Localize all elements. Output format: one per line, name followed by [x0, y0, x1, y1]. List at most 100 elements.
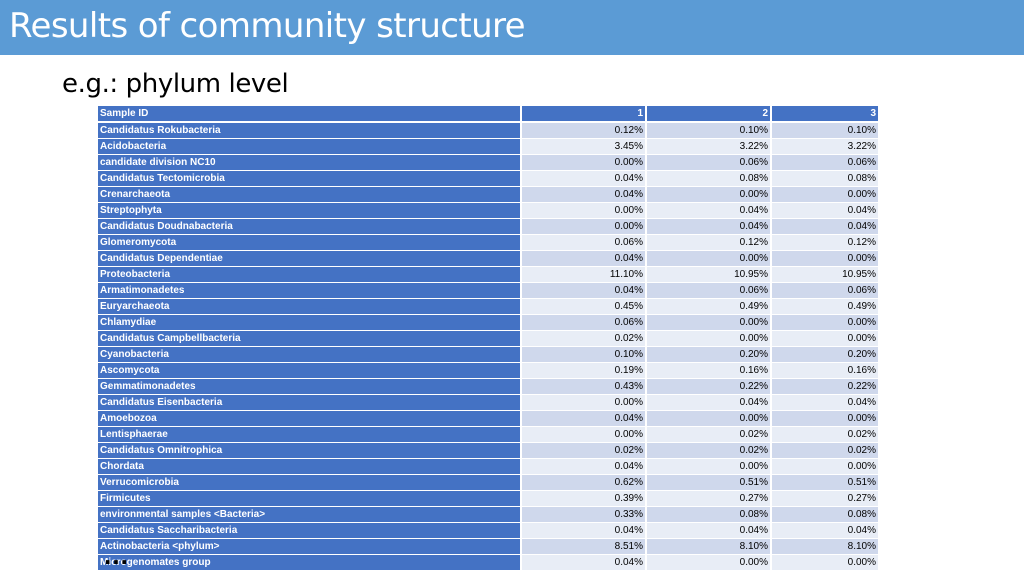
sample-1-value-cell: 0.06% — [522, 235, 645, 251]
sample-1-value-cell: 0.04% — [522, 283, 645, 299]
sample-3-value-cell: 0.02% — [772, 443, 878, 459]
table-row: Candidatus Dependentiae 0.04% 0.00% 0.00% — [98, 251, 878, 267]
sample-3-value-cell: 0.00% — [772, 555, 878, 571]
phylum-name-cell: Candidatus Campbellbacteria — [98, 331, 520, 347]
sample-3-value-cell: 0.00% — [772, 251, 878, 267]
table-row: Firmicutes 0.39% 0.27% 0.27% — [98, 491, 878, 507]
sample-2-value-cell: 0.00% — [647, 315, 770, 331]
phylum-name-cell: Proteobacteria — [98, 267, 520, 283]
sample-2-value-cell: 3.22% — [647, 139, 770, 155]
phylum-name-cell: Cyanobacteria — [98, 347, 520, 363]
sample-1-value-cell: 0.04% — [522, 187, 645, 203]
sample-3-value-cell: 0.12% — [772, 235, 878, 251]
phylum-name-cell: Lentisphaerae — [98, 427, 520, 443]
phylum-name-cell: Euryarchaeota — [98, 299, 520, 315]
sample-2-value-cell: 0.00% — [647, 187, 770, 203]
table-row: Microgenomates group 0.04% 0.00% 0.00% — [98, 555, 878, 571]
sample-3-value-cell: 8.10% — [772, 539, 878, 555]
sample-2-value-cell: 0.00% — [647, 555, 770, 571]
phylum-name-cell: Armatimonadetes — [98, 283, 520, 299]
sample-2-value-cell: 0.00% — [647, 251, 770, 267]
slide-subtitle: e.g.: phylum level — [62, 69, 289, 99]
phylum-name-cell: Streptophyta — [98, 203, 520, 219]
sample-1-value-cell: 0.39% — [522, 491, 645, 507]
sample-2-value-cell: 0.04% — [647, 203, 770, 219]
table-row: Acidobacteria 3.45% 3.22% 3.22% — [98, 139, 878, 155]
sample-3-value-cell: 0.02% — [772, 427, 878, 443]
sample-2-value-cell: 0.49% — [647, 299, 770, 315]
sample-1-value-cell: 0.04% — [522, 555, 645, 571]
sample-1-value-cell: 0.06% — [522, 315, 645, 331]
sample-3-value-cell: 0.04% — [772, 203, 878, 219]
phylum-name-cell: Glomeromycota — [98, 235, 520, 251]
sample-1-value-cell: 0.04% — [522, 523, 645, 539]
sample-1-value-cell: 8.51% — [522, 539, 645, 555]
phylum-table: Sample ID 1 2 3 Candidatus Rokubacteria 0… — [96, 106, 880, 571]
sample-2-value-cell: 0.04% — [647, 219, 770, 235]
table-row: environmental samples <Bacteria> 0.33% 0.0… — [98, 507, 878, 523]
sample-3-value-cell: 0.20% — [772, 347, 878, 363]
title-bar: Results of community structure — [0, 0, 1024, 55]
table-row: Chordata 0.04% 0.00% 0.00% — [98, 459, 878, 475]
phylum-name-cell: Candidatus Rokubacteria — [98, 123, 520, 139]
sample-3-value-cell: 0.08% — [772, 171, 878, 187]
phylum-name-cell: Candidatus Dependentiae — [98, 251, 520, 267]
sample-2-value-cell: 0.04% — [647, 395, 770, 411]
table-row: Glomeromycota 0.06% 0.12% 0.12% — [98, 235, 878, 251]
sample-1-value-cell: 3.45% — [522, 139, 645, 155]
table-row: Candidatus Campbellbacteria 0.02% 0.00% 0.0… — [98, 331, 878, 347]
phylum-name-cell: Candidatus Saccharibacteria — [98, 523, 520, 539]
sample-1-value-cell: 0.00% — [522, 427, 645, 443]
table-row: Actinobacteria <phylum> 8.51% 8.10% 8.10% — [98, 539, 878, 555]
sample-1-value-cell: 0.04% — [522, 171, 645, 187]
sample-1-value-cell: 0.04% — [522, 251, 645, 267]
table-row: Proteobacteria 11.10% 10.95% 10.95% — [98, 267, 878, 283]
table-row: Candidatus Doudnabacteria 0.00% 0.04% 0.04% — [98, 219, 878, 235]
sample-3-value-cell: 0.22% — [772, 379, 878, 395]
sample-1-value-cell: 0.62% — [522, 475, 645, 491]
header-sample-3: 3 — [772, 106, 878, 123]
phylum-name-cell: Ascomycota — [98, 363, 520, 379]
phylum-name-cell: Candidatus Tectomicrobia — [98, 171, 520, 187]
sample-3-value-cell: 0.08% — [772, 507, 878, 523]
phylum-name-cell: candidate division NC10 — [98, 155, 520, 171]
sample-1-value-cell: 0.45% — [522, 299, 645, 315]
phylum-name-cell: Candidatus Omnitrophica — [98, 443, 520, 459]
table-row: Armatimonadetes 0.04% 0.06% 0.06% — [98, 283, 878, 299]
table-row: Euryarchaeota 0.45% 0.49% 0.49% — [98, 299, 878, 315]
table-body: Candidatus Rokubacteria 0.12% 0.10% 0.10% Ac… — [98, 123, 878, 571]
sample-3-value-cell: 10.95% — [772, 267, 878, 283]
sample-2-value-cell: 0.27% — [647, 491, 770, 507]
sample-1-value-cell: 0.43% — [522, 379, 645, 395]
sample-2-value-cell: 0.22% — [647, 379, 770, 395]
phylum-name-cell: Crenarchaeota — [98, 187, 520, 203]
sample-3-value-cell: 0.51% — [772, 475, 878, 491]
sample-2-value-cell: 0.51% — [647, 475, 770, 491]
phylum-name-cell: Gemmatimonadetes — [98, 379, 520, 395]
sample-2-value-cell: 10.95% — [647, 267, 770, 283]
sample-2-value-cell: 0.12% — [647, 235, 770, 251]
sample-2-value-cell: 0.16% — [647, 363, 770, 379]
sample-3-value-cell: 0.10% — [772, 123, 878, 139]
phylum-name-cell: Actinobacteria <phylum> — [98, 539, 520, 555]
phylum-name-cell: Acidobacteria — [98, 139, 520, 155]
phylum-name-cell: Amoebozoa — [98, 411, 520, 427]
sample-3-value-cell: 0.00% — [772, 411, 878, 427]
sample-1-value-cell: 11.10% — [522, 267, 645, 283]
table-row: Candidatus Omnitrophica 0.02% 0.02% 0.02% — [98, 443, 878, 459]
sample-1-value-cell: 0.02% — [522, 331, 645, 347]
table-row: Candidatus Saccharibacteria 0.04% 0.04% 0.0… — [98, 523, 878, 539]
sample-2-value-cell: 0.00% — [647, 411, 770, 427]
sample-3-value-cell: 0.00% — [772, 187, 878, 203]
sample-1-value-cell: 0.02% — [522, 443, 645, 459]
phylum-name-cell: Chordata — [98, 459, 520, 475]
sample-3-value-cell: 0.00% — [772, 315, 878, 331]
table-row: Cyanobacteria 0.10% 0.20% 0.20% — [98, 347, 878, 363]
table-header-row: Sample ID 1 2 3 — [98, 106, 878, 123]
sample-3-value-cell: 0.49% — [772, 299, 878, 315]
sample-2-value-cell: 0.04% — [647, 523, 770, 539]
sample-2-value-cell: 0.08% — [647, 507, 770, 523]
table-row: Candidatus Eisenbacteria 0.00% 0.04% 0.04% — [98, 395, 878, 411]
sample-3-value-cell: 0.16% — [772, 363, 878, 379]
sample-2-value-cell: 0.06% — [647, 283, 770, 299]
